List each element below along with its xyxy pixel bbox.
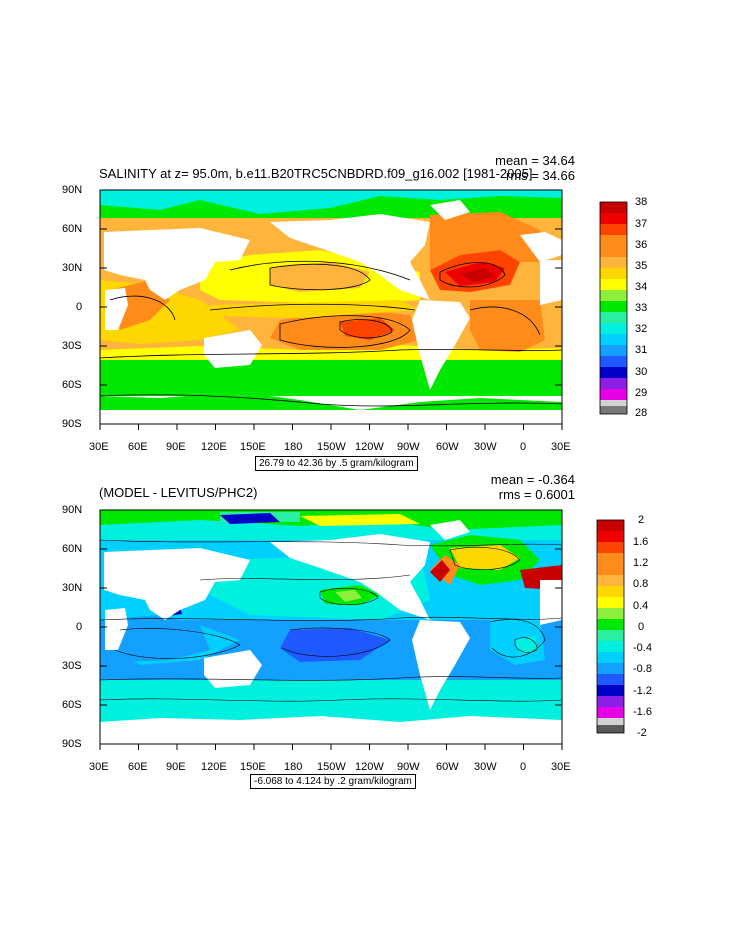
lon-tick: 30E	[89, 441, 109, 453]
colorbar-label: 32	[635, 323, 648, 335]
colorbar-label: 0.8	[633, 578, 649, 590]
lon-tick: 150E	[240, 761, 266, 773]
colorbar-label: 33	[635, 302, 648, 314]
lon-tick: 150E	[240, 441, 266, 453]
rms-label: rms = 0.6001	[498, 487, 575, 502]
lon-tick: 120W	[355, 761, 384, 773]
lon-tick: 90E	[166, 761, 186, 773]
lon-tick: 90W	[397, 761, 420, 773]
colorbar-label: -0.8	[633, 663, 652, 675]
map-plot-area	[99, 189, 563, 430]
lon-tick: 60W	[436, 441, 459, 453]
colorbar-label: 28	[635, 407, 648, 419]
rms-label: rms = 34.66	[505, 168, 575, 183]
colorbar-label: 0.4	[633, 600, 649, 612]
contour-info: 26.79 to 42.36 by .5 gram/kilogram	[255, 456, 418, 471]
colorbar-label: -1.6	[633, 706, 652, 718]
colorbar-label: -0.4	[633, 642, 652, 654]
lat-tick: 60S	[62, 379, 82, 391]
colorbar-label: 36	[635, 239, 648, 251]
lon-tick: 60E	[128, 441, 148, 453]
lat-tick: 60S	[62, 699, 82, 711]
lat-tick: 0	[76, 301, 83, 313]
lon-tick: 30E	[551, 441, 571, 453]
lon-tick: 150W	[317, 441, 346, 453]
colorbar-label: 37	[635, 218, 648, 230]
lon-tick: 180	[284, 441, 303, 453]
lon-tick: 0	[520, 441, 527, 453]
lat-tick: 60N	[62, 223, 83, 235]
lat-tick: 90N	[62, 504, 83, 516]
lon-tick: 30E	[551, 761, 571, 773]
lon-tick: 90E	[166, 441, 186, 453]
lat-tick: 30N	[62, 262, 83, 274]
lon-tick: 30W	[474, 761, 497, 773]
salinity-colorbar	[599, 201, 628, 415]
lon-tick: 30W	[474, 441, 497, 453]
lon-tick: 180	[284, 761, 303, 773]
map-title: (MODEL - LEVITUS/PHC2)	[99, 485, 258, 500]
contour-info: -6.068 to 4.124 by .2 gram/kilogram	[250, 774, 416, 789]
lat-tick: 90N	[62, 184, 83, 196]
colorbar-label: 1.6	[633, 536, 649, 548]
colorbar-label: 2	[638, 514, 645, 526]
lon-tick: 120E	[201, 761, 227, 773]
colorbar-label: 1.2	[633, 557, 649, 569]
colorbar-label: -2	[637, 727, 647, 739]
lon-tick: 90W	[397, 441, 420, 453]
map-plot-area	[99, 509, 563, 750]
lat-tick: 90S	[62, 418, 82, 430]
lat-tick: 60N	[62, 543, 83, 555]
lat-tick: 30S	[62, 340, 82, 352]
lon-tick: 120E	[201, 441, 227, 453]
lon-tick: 0	[520, 761, 527, 773]
colorbar-label: 29	[635, 387, 648, 399]
difference-colorbar	[596, 519, 625, 734]
mean-label: mean = -0.364	[490, 472, 575, 487]
lat-tick: 30S	[62, 660, 82, 672]
lat-tick: 0	[76, 621, 83, 633]
lon-tick: 150W	[317, 761, 346, 773]
colorbar-label: -1.2	[633, 685, 652, 697]
colorbar-label: 34	[635, 281, 648, 293]
lat-tick: 90S	[62, 738, 82, 750]
lon-tick: 60W	[436, 761, 459, 773]
colorbar-label: 35	[635, 260, 648, 272]
colorbar-label: 38	[635, 196, 648, 208]
mean-label: mean = 34.64	[495, 153, 575, 168]
colorbar-label: 0	[638, 621, 645, 633]
colorbar-label: 31	[635, 344, 648, 356]
lon-tick: 30E	[89, 761, 109, 773]
lon-tick: 60E	[128, 761, 148, 773]
map-title: SALINITY at z= 95.0m, b.e11.B20TRC5CNBDR…	[99, 166, 533, 181]
colorbar-label: 30	[635, 366, 648, 378]
lat-tick: 30N	[62, 582, 83, 594]
lon-tick: 120W	[355, 441, 384, 453]
